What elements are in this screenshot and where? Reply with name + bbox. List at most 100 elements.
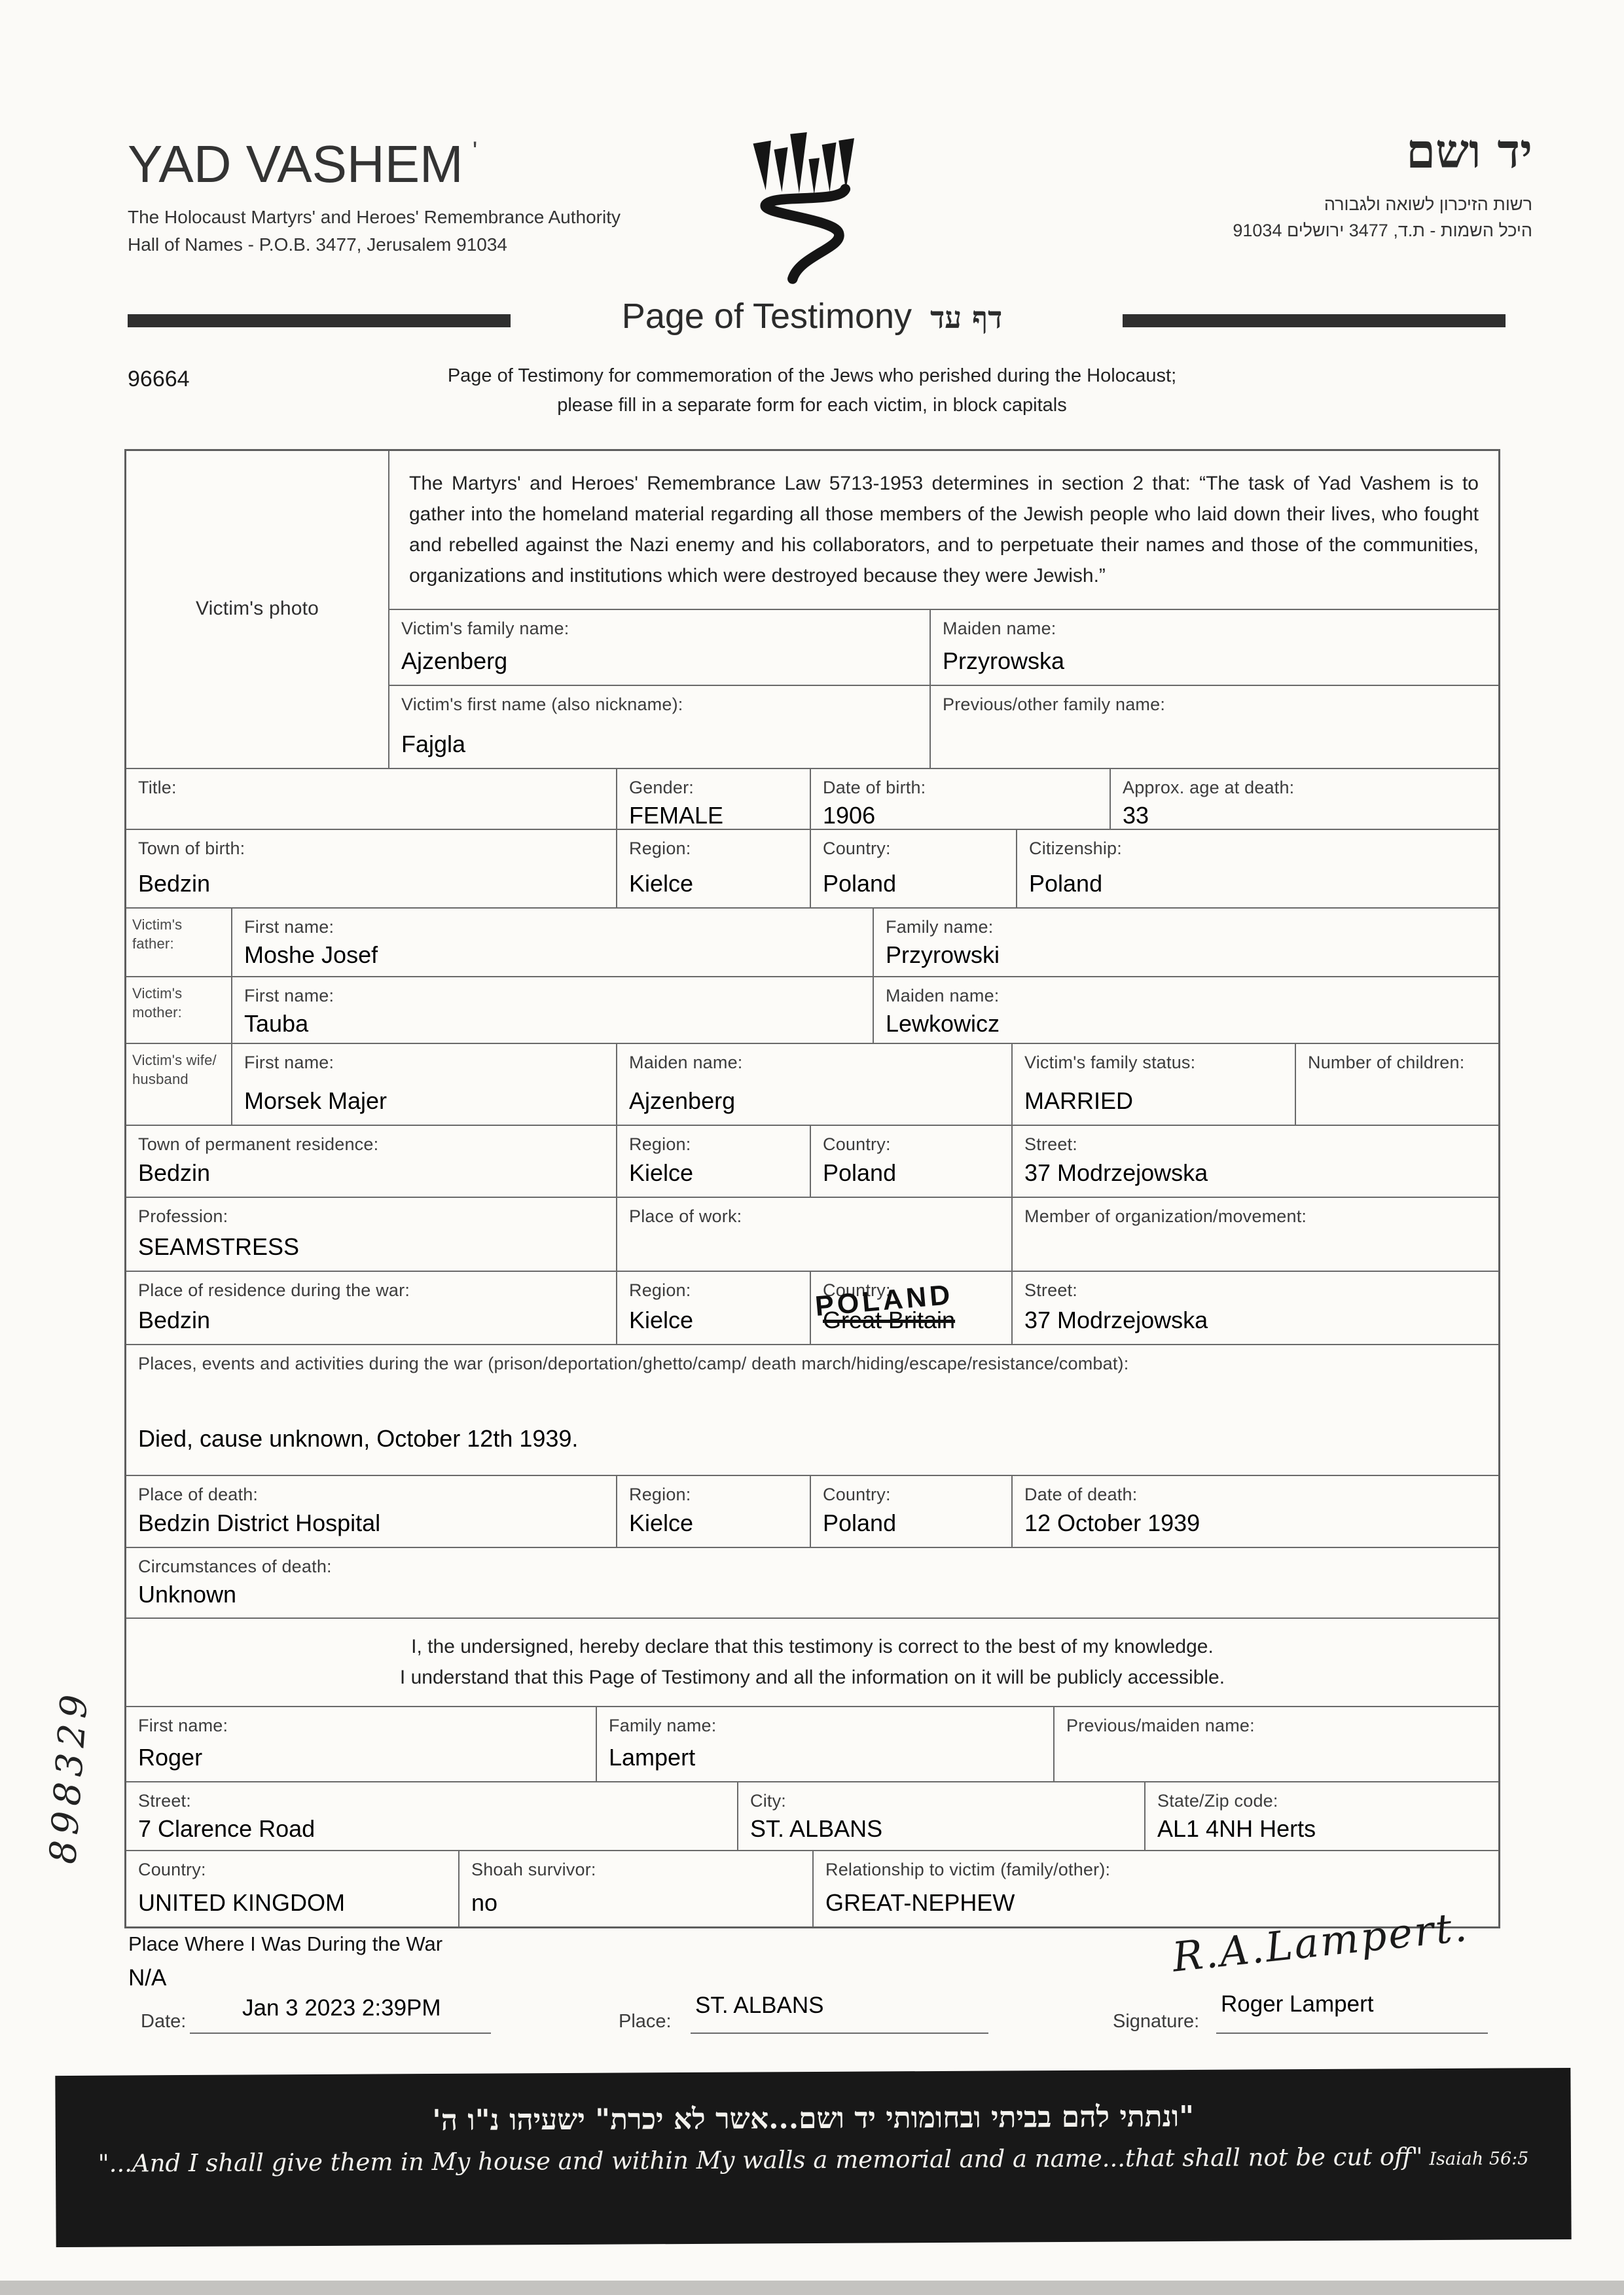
submitter-first-name-value: Roger [138, 1744, 203, 1771]
age-at-death-field: Approx. age at death: 33 [1110, 769, 1498, 829]
submitter-war-place-value: N/A [128, 1965, 167, 1991]
father-family-name-value: Przyrowski [886, 941, 1000, 968]
profession-field: Profession: SEAMSTRESS [126, 1198, 616, 1271]
org-subtitle-hebrew-1: רשות הזיכרון לשואה ולגבורה [1324, 194, 1532, 214]
submitter-previous-maiden-name-field: Previous/maiden name: [1053, 1707, 1498, 1781]
submitter-family-name-value: Lampert [609, 1744, 696, 1771]
org-subtitle-hebrew-2: היכל השמות - ת.ד, 3477 ירושלים 91034 [1233, 221, 1532, 240]
declaration-statement: I, the undersigned, hereby declare that … [399, 1635, 1225, 1688]
war-country-crossed-out-value: Great Britain [823, 1307, 956, 1333]
victim-photo-label: Victim's photo [195, 598, 319, 619]
maiden-name-value: Przyrowska [943, 647, 1065, 674]
date-underline [190, 2033, 491, 2034]
submitter-state-zip-value: AL1 4NH Herts [1157, 1815, 1316, 1842]
previous-family-name-field: Previous/other family name: [929, 686, 1498, 768]
submitter-country-field: Country: UNITED KINGDOM [126, 1851, 458, 1926]
gender-field: Gender: FEMALE [616, 769, 810, 829]
submitter-country-value: UNITED KINGDOM [138, 1889, 346, 1916]
spouse-maiden-name-value: Ajzenberg [629, 1087, 736, 1114]
birth-country-field: Country: Poland [810, 830, 1016, 907]
table-row: Victim's photo The Martyrs' and Heroes' … [126, 451, 1498, 768]
father-family-name-field: Family name: Przyrowski [873, 909, 1498, 976]
spouse-first-name-field: First name: Morsek Majer [231, 1044, 616, 1125]
remembrance-law-text: The Martyrs' and Heroes' Remembrance Law… [409, 473, 1479, 587]
title-divider-right [1123, 314, 1506, 327]
submitter-street-value: 7 Clarence Road [138, 1815, 316, 1842]
menorah-logo-icon [749, 123, 854, 298]
maiden-name-field: Maiden name: Przyrowska [929, 610, 1498, 685]
table-row: Town of birth: Bedzin Region: Kielce Cou… [126, 829, 1498, 907]
place-label: Place: [619, 2011, 672, 2032]
org-subtitle-1: The Holocaust Martyrs' and Heroes' Remem… [128, 207, 621, 227]
death-region-field: Region: Kielce [616, 1476, 810, 1547]
date-of-death-value: 12 October 1939 [1024, 1509, 1200, 1536]
org-header: YAD VASHEM ' The Holocaust Martyrs' and H… [128, 134, 621, 259]
place-of-death-value: Bedzin District Hospital [138, 1509, 381, 1536]
residence-street-value: 37 Modrzejowska [1024, 1159, 1208, 1186]
residence-town-field: Town of permanent residence: Bedzin [126, 1126, 616, 1197]
table-row: Places, events and activities during the… [126, 1344, 1498, 1475]
residence-region-field: Region: Kielce [616, 1126, 810, 1197]
victim-first-name-value: Fajgla [401, 731, 466, 757]
table-row: Victim's mother: First name: Tauba Maide… [126, 976, 1498, 1043]
family-status-value: MARRIED [1024, 1087, 1134, 1114]
place-of-work-field: Place of work: [616, 1198, 1011, 1271]
org-name-hebrew: יד ושם [1406, 123, 1532, 179]
mother-maiden-name-value: Lewkowicz [886, 1010, 1000, 1037]
relationship-to-victim-value: GREAT-NEPHEW [825, 1889, 1015, 1916]
banner-quote-hebrew: "ונתתי להם בביתי ובחומותי יד ושם...אשר ל… [432, 2099, 1195, 2138]
page-title: Page of Testimony דף עד [621, 297, 1003, 336]
signature-underline [1216, 2033, 1488, 2034]
table-row: Title: Gender: FEMALE Date of birth: 190… [126, 768, 1498, 829]
shoah-survivor-field: Shoah survivor: no [458, 1851, 812, 1926]
father-section-label: Victim's father: [132, 916, 183, 952]
war-events-field: Places, events and activities during the… [126, 1345, 1498, 1475]
testimony-form-table: Victim's photo The Martyrs' and Heroes' … [124, 449, 1500, 1928]
date-label: Date: [141, 2011, 187, 2032]
org-subtitle-2: Hall of Names - P.O.B. 3477, Jerusalem 9… [128, 234, 508, 255]
victim-first-name-field: Victim's first name (also nickname): Faj… [389, 686, 929, 768]
mother-first-name-value: Tauba [244, 1010, 309, 1037]
title-divider-left [128, 314, 511, 327]
war-region-field: Region: Kielce [616, 1272, 810, 1344]
signature-printed-value: Roger Lampert [1221, 1991, 1374, 2017]
memorial-quote-banner: "ונתתי להם בביתי ובחומותי יד ושם...אשר ל… [55, 2067, 1572, 2248]
gender-value: FEMALE [629, 802, 724, 829]
table-row: Victim's father: First name: Moshe Josef… [126, 907, 1498, 976]
table-row: Town of permanent residence: Bedzin Regi… [126, 1125, 1498, 1197]
signature-label: Signature: [1113, 2011, 1200, 2032]
shoah-survivor-value: no [471, 1889, 498, 1916]
war-street-value: 37 Modrzejowska [1024, 1307, 1208, 1333]
date-of-death-field: Date of death: 12 October 1939 [1011, 1476, 1498, 1547]
date-value: Jan 3 2023 2:39PM [242, 1995, 441, 2021]
margin-handwritten-number: 898329 [42, 1687, 97, 1866]
form-instructions: Page of Testimony for commemoration of t… [447, 365, 1177, 416]
circumstances-of-death-field: Circumstances of death: Unknown [126, 1548, 1498, 1617]
place-underline [691, 2033, 988, 2034]
relationship-to-victim-field: Relationship to victim (family/other): G… [812, 1851, 1498, 1926]
date-of-birth-field: Date of birth: 1906 [810, 769, 1110, 829]
war-residence-value: Bedzin [138, 1307, 211, 1333]
mother-maiden-name-field: Maiden name: Lewkowicz [873, 977, 1498, 1043]
residence-country-field: Country: Poland [810, 1126, 1011, 1197]
org-name: YAD VASHEM ' [128, 135, 478, 193]
age-at-death-value: 33 [1123, 802, 1149, 829]
birth-region-field: Region: Kielce [616, 830, 810, 907]
submitter-street-field: Street: 7 Clarence Road [126, 1782, 737, 1850]
org-tick-mark: ' [472, 137, 478, 166]
table-row: Street: 7 Clarence Road City: ST. ALBANS… [126, 1781, 1498, 1850]
org-header-hebrew: יד ושם רשות הזיכרון לשואה ולגבורה היכל ה… [1233, 123, 1532, 244]
page-title-hebrew: דף עד [930, 300, 1003, 335]
citizenship-field: Citizenship: Poland [1016, 830, 1498, 907]
table-row: I, the undersigned, hereby declare that … [126, 1617, 1498, 1706]
submitter-city-value: ST. ALBANS [750, 1815, 883, 1842]
submitter-war-place-label: Place Where I Was During the War [128, 1932, 443, 1955]
war-events-value: Died, cause unknown, October 12th 1939. [138, 1425, 579, 1452]
victim-family-name-field: Victim's family name: Ajzenberg [389, 610, 929, 685]
title-band: Page of Testimony דף עד [0, 296, 1624, 342]
father-first-name-field: First name: Moshe Josef [231, 909, 873, 976]
form-number: 96664 [128, 367, 190, 391]
table-row: Circumstances of death: Unknown [126, 1547, 1498, 1617]
place-of-death-field: Place of death: Bedzin District Hospital [126, 1476, 616, 1547]
